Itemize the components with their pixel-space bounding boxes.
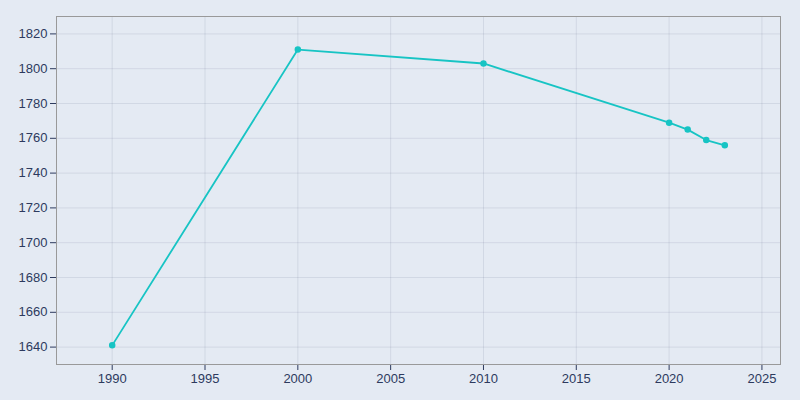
svg-text:1995: 1995 [191,371,220,386]
svg-text:1780: 1780 [19,96,48,111]
svg-text:2010: 2010 [469,371,498,386]
svg-text:1740: 1740 [19,165,48,180]
svg-text:2020: 2020 [655,371,684,386]
svg-text:1680: 1680 [19,270,48,285]
svg-text:2025: 2025 [747,371,776,386]
svg-text:1660: 1660 [19,304,48,319]
svg-text:2005: 2005 [376,371,405,386]
svg-text:1700: 1700 [19,235,48,250]
svg-text:1820: 1820 [19,26,48,41]
svg-text:2000: 2000 [283,371,312,386]
svg-text:1640: 1640 [19,339,48,354]
svg-text:1800: 1800 [19,61,48,76]
svg-text:1990: 1990 [98,371,127,386]
svg-text:1760: 1760 [19,130,48,145]
svg-text:2015: 2015 [562,371,591,386]
svg-text:1720: 1720 [19,200,48,215]
